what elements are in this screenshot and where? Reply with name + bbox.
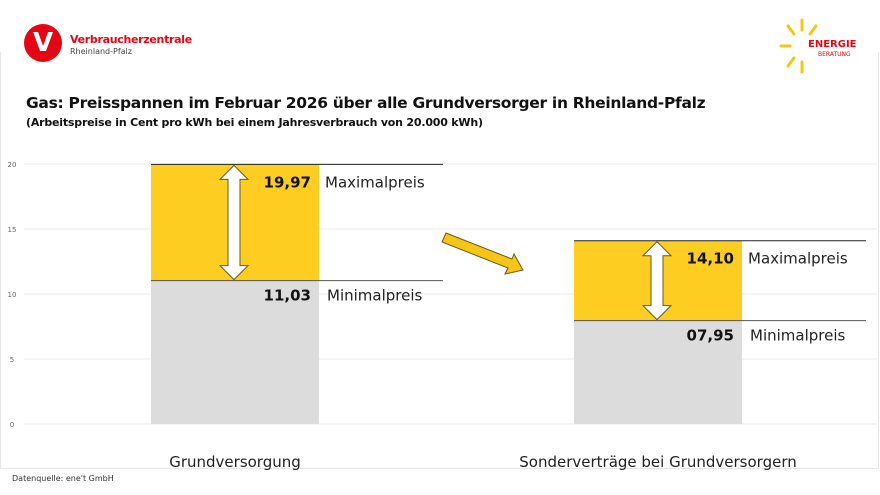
category-label: Sonderverträge bei Grundversorgern	[519, 453, 797, 471]
chart-title: Gas: Preisspannen im Februar 2026 über a…	[26, 94, 706, 112]
vz-logo-mark: V	[24, 24, 62, 62]
max-text-label: Maximalpreis	[748, 250, 848, 268]
category-label: Grundversorgung	[169, 453, 301, 471]
double-arrow-icon	[641, 240, 673, 321]
max-value-label: 19,97	[264, 173, 311, 191]
bar-min	[574, 320, 742, 424]
double-arrow-icon	[218, 164, 250, 281]
y-tick-label: 5	[10, 356, 14, 364]
min-value-label: 07,95	[687, 327, 734, 345]
logo-line2: BERATUNG	[818, 51, 851, 58]
trend-arrow-icon	[441, 232, 524, 275]
bar-min	[151, 280, 319, 424]
min-value-label: 11,03	[264, 287, 311, 305]
y-tick-label: 20	[8, 161, 17, 169]
y-tick-label: 0	[10, 421, 14, 429]
chart-frame	[0, 52, 879, 469]
org-region: Rheinland-Pfalz	[70, 47, 132, 56]
chart-subtitle: (Arbeitspreise in Cent pro kWh bei einem…	[26, 116, 483, 129]
data-source: Datenquelle: ene't GmbH	[12, 474, 114, 483]
logo-line1: ENERGIE	[808, 39, 857, 50]
max-value-label: 14,10	[687, 250, 734, 268]
sun-rays-icon: ENERGIE BERATUNG	[779, 18, 857, 74]
y-tick-label: 10	[8, 291, 17, 299]
max-text-label: Maximalpreis	[325, 173, 425, 191]
org-name: Verbraucherzentrale	[70, 33, 192, 46]
y-tick-label: 15	[8, 226, 17, 234]
min-text-label: Minimalpreis	[327, 287, 423, 305]
energieberatung-logo: ENERGIE BERATUNG	[778, 16, 868, 76]
min-text-label: Minimalpreis	[750, 327, 846, 345]
